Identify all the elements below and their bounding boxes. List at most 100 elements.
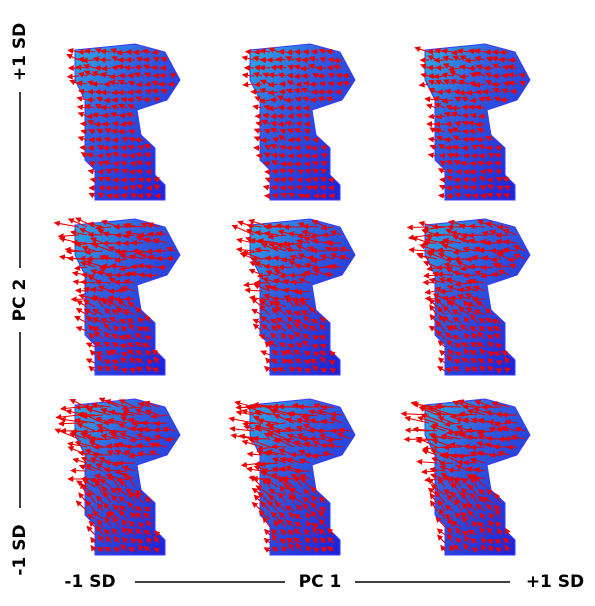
- y-bottom-label: -1 SD: [10, 524, 30, 575]
- vector-arrow: [471, 179, 477, 180]
- vector-arrow: [306, 455, 318, 456]
- vector-arrow: [500, 52, 509, 53]
- vector-arrow: [439, 358, 445, 363]
- vector-arrow: [443, 454, 461, 455]
- vector-arrow: [128, 75, 135, 76]
- vector-arrow: [126, 446, 143, 447]
- vector-arrow: [91, 179, 95, 180]
- vector-arrow: [444, 447, 461, 448]
- vector-arrow: [435, 124, 445, 125]
- vector-arrow: [107, 195, 111, 196]
- vector-arrow: [328, 59, 334, 60]
- vector-arrow: [264, 538, 270, 543]
- vector-arrow: [101, 92, 111, 93]
- vector-arrow: [257, 155, 262, 156]
- vector-arrow: [98, 430, 119, 431]
- vector-arrow: [295, 76, 302, 77]
- vector-arrow: [146, 267, 159, 268]
- vector-arrow: [290, 275, 302, 276]
- vector-arrow: [470, 171, 477, 172]
- vector-arrow: [438, 367, 445, 371]
- vector-arrow: [487, 438, 501, 439]
- vector-arrow: [261, 351, 270, 355]
- vector-arrow: [483, 91, 493, 92]
- vector-arrow: [471, 447, 485, 448]
- vector-arrow: [470, 266, 485, 267]
- vector-arrow: [479, 116, 485, 117]
- vector-arrow: [105, 100, 111, 101]
- vector-arrow: [87, 359, 95, 363]
- vector-arrow: [272, 446, 286, 447]
- vector-panel: [229, 399, 355, 555]
- vector-arrow: [328, 68, 334, 69]
- vector-arrow: [408, 227, 429, 228]
- vector-arrow: [264, 548, 270, 551]
- vector-arrow: [76, 290, 87, 291]
- vector-arrow: [312, 51, 318, 52]
- vector-arrow: [440, 351, 445, 356]
- vector-arrow: [343, 75, 350, 76]
- vector-arrow: [464, 462, 477, 463]
- vector-arrow: [136, 91, 143, 92]
- vector-arrow: [103, 115, 111, 116]
- vector-arrow: [330, 195, 335, 196]
- vector-arrow: [472, 155, 477, 156]
- vector-arrow: [71, 471, 87, 472]
- vector-arrow: [428, 68, 437, 69]
- vector-arrow: [305, 155, 310, 156]
- vector-arrow: [146, 171, 151, 172]
- vector-arrow: [481, 195, 485, 196]
- vector-panel: [67, 44, 180, 200]
- vector-arrow: [265, 266, 278, 267]
- vector-arrow: [310, 84, 318, 85]
- vector-arrow: [84, 406, 103, 407]
- vector-panel: [242, 44, 355, 200]
- vector-arrow: [445, 139, 453, 140]
- vector-arrow: [271, 116, 278, 117]
- vector-arrow: [121, 147, 127, 148]
- x-left-label: -1 SD: [64, 572, 115, 592]
- vector-arrow: [95, 124, 103, 125]
- vector-arrow: [265, 367, 270, 372]
- vector-arrow: [279, 124, 287, 125]
- vector-arrow: [417, 462, 437, 464]
- vector-arrow: [119, 131, 127, 132]
- vector-arrow: [469, 68, 477, 69]
- vector-arrow: [90, 351, 95, 356]
- y-axis-title: PC 2: [10, 279, 30, 322]
- vector-arrow: [87, 526, 95, 535]
- vector-arrow: [266, 178, 270, 180]
- vector-arrow: [434, 234, 453, 235]
- vector-arrow: [439, 195, 445, 196]
- vector-arrow: [438, 529, 446, 535]
- vector-panel: [232, 219, 355, 375]
- vector-arrow: [279, 267, 294, 268]
- vector-arrow: [67, 251, 87, 252]
- vector-arrow: [91, 538, 95, 543]
- vector-panel: [408, 219, 530, 375]
- vector-arrow: [440, 186, 445, 188]
- vector-arrow: [245, 290, 262, 291]
- vector-arrow: [481, 171, 486, 172]
- y-top-label: +1 SD: [10, 23, 30, 81]
- panel-grid: [55, 44, 530, 555]
- vector-arrow: [120, 76, 128, 77]
- vector-arrow: [464, 156, 469, 157]
- vector-arrow: [446, 147, 453, 148]
- vector-arrow: [329, 188, 334, 189]
- vector-arrow: [134, 52, 143, 53]
- vector-panel: [55, 218, 180, 375]
- vector-arrow: [435, 60, 445, 61]
- vector-arrow: [491, 251, 501, 252]
- vector-arrow: [87, 100, 95, 101]
- vector-arrow: [144, 99, 151, 100]
- vector-arrow: [91, 546, 95, 551]
- vector-arrow: [123, 187, 127, 188]
- vector-arrow: [265, 530, 270, 536]
- vector-arrow: [499, 59, 509, 60]
- vector-arrow: [440, 463, 453, 464]
- vector-arrow: [89, 171, 95, 172]
- vector-arrow: [503, 75, 509, 76]
- vector-arrow: [264, 186, 270, 188]
